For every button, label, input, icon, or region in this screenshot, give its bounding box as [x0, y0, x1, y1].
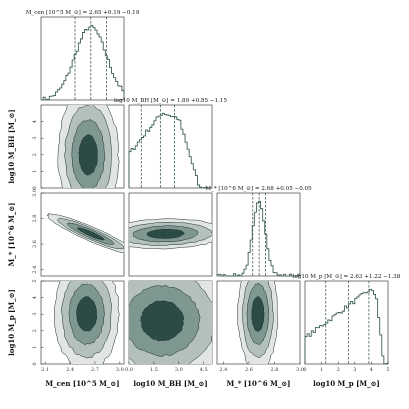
contour-level-4 [140, 300, 185, 342]
diagonal-panel-frame [128, 104, 213, 189]
contour-group-mstar_vs_mcen [46, 213, 124, 254]
diagonal-panel-frame [40, 16, 125, 101]
x-tick-label: 2.6 [245, 367, 253, 373]
y-tick-label: 1 [32, 346, 38, 349]
y-tick-label: 3 [32, 137, 38, 140]
y-tick-label: 5 [32, 279, 38, 282]
y-axis-label-mp: log10 M_p [M_⊙] [7, 289, 16, 356]
panel-title-mstar: M_* [10^6 M_⊙] = 2.68 +0.05 −0.05 [205, 185, 312, 192]
diagonal-panel-frame [216, 192, 301, 277]
y-tick-label: 4 [32, 296, 38, 299]
contour-level-4 [251, 296, 265, 333]
x-axis-label-mp: log10 M_p [M_⊙] [313, 379, 380, 388]
diagonal-panel-frame [304, 280, 389, 365]
y-tick-label: 0 [32, 186, 38, 189]
contour-level-4 [146, 229, 186, 239]
y-tick-label: 2.8 [32, 215, 38, 223]
x-tick-label: 2.7 [91, 367, 99, 373]
contour-level-4 [76, 296, 98, 332]
panel-title-mbh: log10 M_BH [M_⊙] = 1.89 +0.85 −1.15 [114, 98, 227, 104]
y-tick-label: 0 [32, 362, 38, 365]
x-tick-label: 3.0 [175, 367, 183, 373]
x-tick-label: 0.0 [125, 367, 133, 373]
panel-title-mp: log10 M_p [M_⊙] = 2.63 +1.22 −1.38 [293, 274, 401, 280]
x-tick-label: 1 [320, 367, 323, 373]
x-tick-label: 5 [386, 367, 389, 373]
x-axis-label-mbh: log10 M_BH [M_⊙] [133, 379, 207, 388]
contour-group-mp_vs_mbh [129, 281, 212, 364]
x-tick-label: 3.0 [296, 367, 304, 373]
y-axis-label-mstar: M_* [10^6 M_⊙] [7, 203, 16, 267]
x-tick-label: 4 [370, 367, 373, 373]
contour-group-mbh_vs_mcen [57, 105, 120, 188]
x-axis-label-mstar: M_* [10^6 M_⊙] [227, 379, 291, 388]
histogram-line-mp [304, 288, 389, 365]
y-tick-label: 2.4 [32, 266, 38, 274]
x-tick-label: 2.4 [219, 367, 227, 373]
x-tick-label: 0 [303, 367, 306, 373]
contour-level-4 [76, 227, 105, 241]
contour-level-4 [78, 134, 98, 176]
y-axis-label-mbh: log10 M_BH [M_⊙] [7, 109, 16, 183]
x-tick-label: 2.8 [270, 367, 278, 373]
panel-title-mcen: M_cen [10^5 M_⊙] = 2.65 +0.19 −0.19 [26, 9, 140, 16]
histogram-line-mcen [41, 24, 125, 101]
x-tick-label: 3 [353, 367, 356, 373]
histogram-line-mstar [216, 200, 301, 277]
x-tick-label: 1.5 [150, 367, 158, 373]
y-tick-label: 2 [32, 329, 38, 332]
y-tick-label: 1 [32, 170, 38, 173]
x-tick-label: 3.0 [116, 367, 124, 373]
y-tick-label: 2.6 [32, 240, 38, 248]
x-tick-label: 4.5 [200, 367, 208, 373]
y-tick-label: 3 [32, 313, 38, 316]
x-axis-label-mcen: M_cen [10^5 M_⊙] [45, 379, 119, 388]
contour-group-mp_vs_mstar [237, 281, 279, 364]
contour-group-mp_vs_mcen [53, 281, 120, 364]
y-tick-label: 2 [32, 153, 38, 156]
y-tick-label: 4 [32, 120, 38, 123]
x-tick-label: 2.4 [66, 367, 74, 373]
x-tick-label: 2 [337, 367, 340, 373]
y-tick-label: 3.0 [32, 189, 38, 197]
contour-group-mstar_vs_mbh [129, 218, 212, 250]
x-tick-label: 2.1 [41, 367, 49, 373]
